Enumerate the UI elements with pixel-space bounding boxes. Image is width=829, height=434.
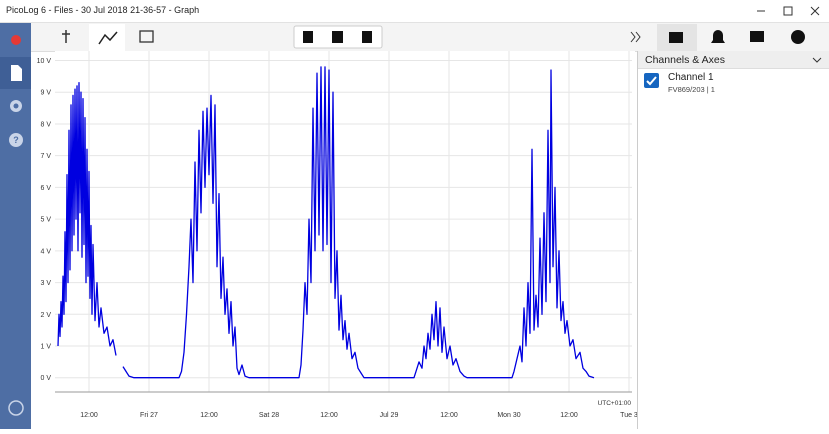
y-tick-label: 8 V bbox=[40, 121, 51, 128]
side-panel: Channels & Axes Channel 1 FV869/203 | 1 bbox=[637, 51, 829, 429]
panel-header: Channels & Axes bbox=[638, 51, 829, 69]
window-controls[interactable] bbox=[749, 0, 829, 22]
title-bar: PicoLog 6 - Files - 30 Jul 2018 21-36-57… bbox=[0, 0, 829, 23]
collapse-icon[interactable] bbox=[812, 57, 822, 65]
graph: UTC+01:00 0 V 1 V 2 V 3 V 4 V 5 V 6 V 7 V 8 V 9 V… bbox=[37, 51, 637, 419]
x-tick-label: Fri 27 bbox=[140, 412, 158, 419]
svg-text:?: ? bbox=[13, 135, 19, 145]
x-tick-label: Tue 3 bbox=[620, 412, 637, 419]
y-tick-label: 4 V bbox=[40, 248, 51, 255]
y-tick-label: 5 V bbox=[40, 217, 51, 224]
sidebar-icons[interactable]: ? bbox=[0, 23, 31, 429]
channel-checkbox[interactable] bbox=[644, 73, 659, 88]
y-tick-label: 6 V bbox=[40, 185, 51, 192]
window-title: PicoLog 6 - Files - 30 Jul 2018 21-36-57… bbox=[6, 5, 200, 15]
sidebar: ? bbox=[0, 23, 31, 429]
plot-area bbox=[55, 51, 635, 392]
panel-title: Channels & Axes bbox=[645, 54, 725, 66]
data-line bbox=[57, 66, 595, 379]
timezone-label: UTC+01:00 bbox=[598, 400, 632, 407]
x-tick-label: 12:00 bbox=[200, 412, 218, 419]
channel-detail: FV869/203 | 1 bbox=[668, 85, 715, 94]
y-tick-label: 1 V bbox=[40, 344, 51, 351]
x-tick-label: 12:00 bbox=[320, 412, 338, 419]
channel-name: Channel 1 bbox=[668, 72, 714, 83]
x-tick-label: 12:00 bbox=[80, 412, 98, 419]
x-tick-label: 12:00 bbox=[440, 412, 458, 419]
x-tick-label: 12:00 bbox=[560, 412, 578, 419]
y-tick-label: 0 V bbox=[40, 375, 51, 382]
y-tick-label: 9 V bbox=[40, 90, 51, 97]
y-tick-label: 10 V bbox=[37, 58, 52, 65]
y-tick-label: 2 V bbox=[40, 312, 51, 319]
x-tick-label: Sat 28 bbox=[259, 412, 279, 419]
y-tick-label: 3 V bbox=[40, 280, 51, 287]
x-tick-label: Mon 30 bbox=[497, 412, 520, 419]
toolbar-icons[interactable] bbox=[31, 23, 829, 51]
toolbar bbox=[31, 23, 829, 52]
y-tick-label: 7 V bbox=[40, 153, 51, 160]
x-tick-label: Jul 29 bbox=[380, 412, 399, 419]
